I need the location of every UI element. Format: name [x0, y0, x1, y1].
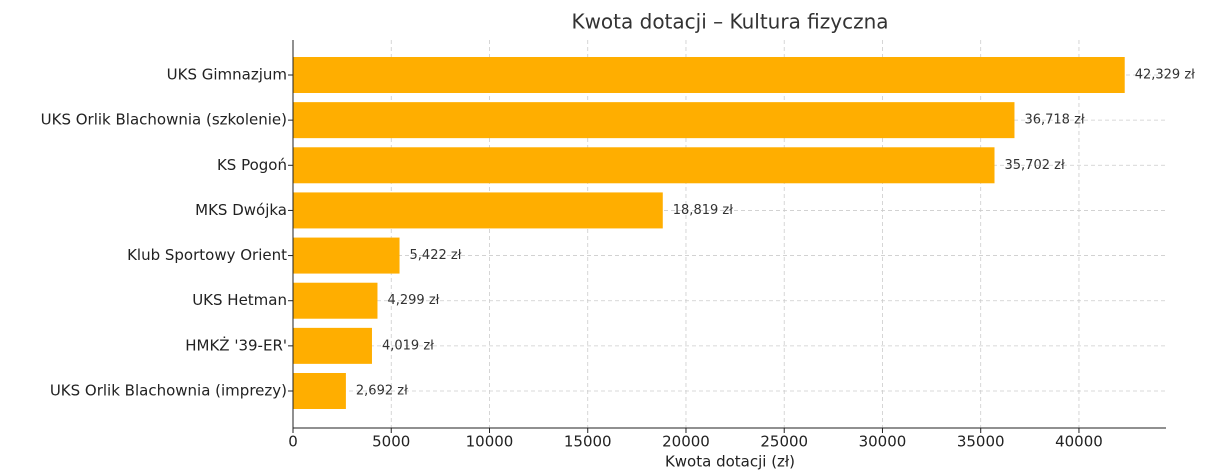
y-tick-label: UKS Hetman [192, 291, 287, 309]
x-tick-label: 30000 [859, 433, 907, 451]
bar [293, 237, 400, 274]
x-tick-label: 10000 [466, 433, 514, 451]
value-label: 2,692 zł [356, 384, 408, 399]
y-tick-label: UKS Gimnazjum [167, 66, 287, 84]
value-label: 35,702 zł [1005, 158, 1065, 173]
value-label: 4,019 zł [382, 338, 434, 353]
x-tick-label: 15000 [564, 433, 612, 451]
value-label: 5,422 zł [410, 248, 462, 263]
bar [293, 147, 995, 184]
x-tick-label: 5000 [372, 433, 410, 451]
value-label: 18,819 zł [673, 203, 733, 218]
x-tick-label: 35000 [957, 433, 1005, 451]
bar [293, 327, 372, 364]
y-tick-label: MKS Dwójka [195, 201, 287, 219]
x-tick-label: 40000 [1055, 433, 1103, 451]
bar [293, 192, 663, 229]
chart-title: Kwota dotacji – Kultura fizyczna [571, 10, 888, 34]
y-tick-label: KS Pogoń [217, 156, 287, 174]
x-tick-label: 20000 [662, 433, 710, 451]
bar [293, 102, 1015, 139]
y-tick-label: HMKŻ '39-ER' [185, 335, 287, 354]
y-tick-label: UKS Orlik Blachownia (szkolenie) [41, 111, 287, 129]
y-tick-label: Klub Sportowy Orient [127, 246, 287, 264]
value-label: 36,718 zł [1024, 113, 1084, 128]
bar [293, 282, 378, 319]
bar [293, 57, 1125, 93]
y-tick-label: UKS Orlik Blachownia (imprezy) [50, 382, 287, 400]
x-tick-label: 0 [288, 433, 298, 451]
value-label: 4,299 zł [387, 293, 439, 308]
bar [293, 373, 346, 409]
x-axis-label: Kwota dotacji (zł) [665, 453, 795, 470]
x-tick-label: 25000 [760, 433, 808, 451]
value-label: 42,329 zł [1135, 68, 1195, 83]
